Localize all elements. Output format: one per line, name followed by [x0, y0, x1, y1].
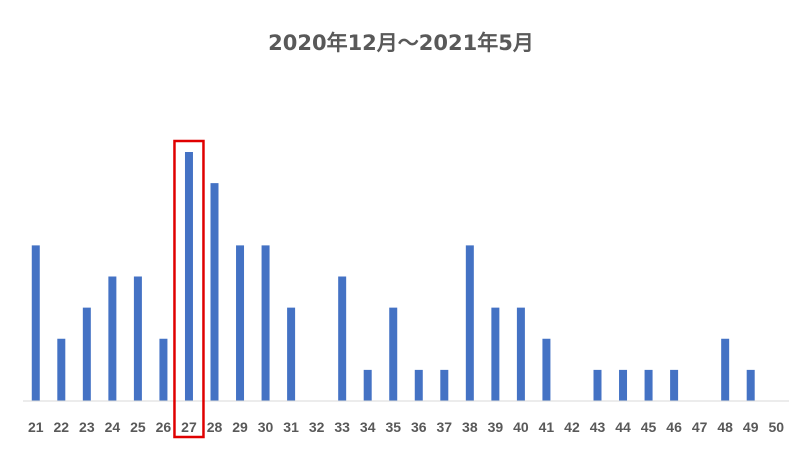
bar-45 [644, 369, 653, 402]
x-tick-label: 30 [258, 419, 274, 435]
x-tick-label: 23 [79, 419, 95, 435]
bar-40 [516, 307, 525, 402]
x-tick-label: 27 [181, 419, 197, 435]
bar-30 [261, 245, 270, 402]
x-tick-label: 38 [462, 419, 478, 435]
x-tick-label: 37 [437, 419, 453, 435]
bar-46 [670, 369, 679, 402]
chart-title: 2020年12月～2021年5月 [268, 31, 534, 55]
bar-36 [414, 369, 423, 402]
x-tick-label: 48 [717, 419, 733, 435]
x-tick-label: 34 [360, 419, 376, 435]
highlight-box [173, 139, 205, 439]
x-tick-label: 50 [768, 419, 784, 435]
x-tick-label: 40 [513, 419, 529, 435]
x-tick-labels: 21 22 23 24 25 26 27 28 29 30 31 32 33 34 35 36 37 38 39 40… [28, 419, 784, 435]
x-tick-label: 25 [130, 419, 146, 435]
bar-35 [389, 307, 398, 402]
bar-29 [236, 245, 245, 402]
x-tick-label: 49 [743, 419, 759, 435]
bar-39 [491, 307, 500, 402]
bar-21 [31, 245, 40, 402]
bar-37 [440, 369, 449, 402]
x-tick-label: 32 [309, 419, 325, 435]
x-tick-label: 47 [692, 419, 708, 435]
x-tick-label: 39 [488, 419, 504, 435]
x-tick-label: 45 [641, 419, 657, 435]
x-tick-label: 22 [54, 419, 70, 435]
x-tick-label: 42 [564, 419, 580, 435]
x-tick-label: 24 [105, 419, 121, 435]
bar-25 [133, 276, 142, 401]
highlight [173, 139, 205, 439]
bar-31 [287, 307, 296, 402]
bar-38 [465, 245, 474, 402]
x-tick-label: 41 [539, 419, 555, 435]
x-tick-label: 36 [411, 419, 427, 435]
bar-26 [159, 338, 168, 401]
x-tick-label: 26 [156, 419, 172, 435]
x-tick-label: 28 [207, 419, 223, 435]
bar-43 [593, 369, 602, 402]
x-tick-label: 46 [666, 419, 682, 435]
x-tick-label: 35 [385, 419, 401, 435]
bar-33 [338, 276, 347, 401]
bar-24 [108, 276, 117, 401]
x-tick-label: 21 [28, 419, 44, 435]
x-tick-label: 44 [615, 419, 631, 435]
bar-34 [363, 369, 372, 402]
bars [31, 152, 755, 402]
bar-22 [57, 338, 66, 401]
bar-28 [210, 183, 219, 402]
bar-27 [184, 152, 193, 401]
x-tick-label: 29 [232, 419, 248, 435]
bar-23 [82, 307, 91, 402]
bar-49 [746, 369, 755, 402]
x-tick-label: 43 [590, 419, 606, 435]
x-tick-label: 31 [283, 419, 299, 435]
bar-48 [721, 338, 730, 401]
bar-41 [542, 338, 551, 401]
x-tick-label: 33 [334, 419, 350, 435]
bar-44 [619, 369, 628, 402]
